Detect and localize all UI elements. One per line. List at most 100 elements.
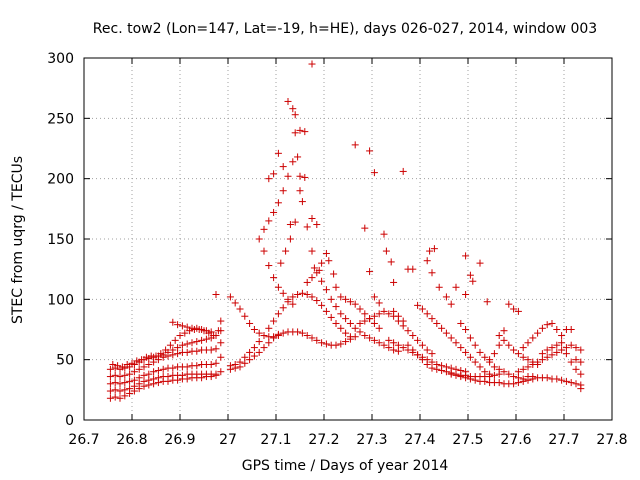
data-point <box>447 370 455 378</box>
data-point <box>279 187 287 195</box>
data-point <box>116 387 124 395</box>
data-point <box>548 319 556 327</box>
data-point <box>471 341 479 349</box>
data-point <box>471 376 479 384</box>
data-point <box>337 310 345 318</box>
data-point <box>133 357 141 365</box>
data-point <box>121 386 129 394</box>
data-point <box>183 323 191 331</box>
data-point <box>486 370 494 378</box>
data-point <box>538 356 546 364</box>
data-point <box>109 360 117 368</box>
data-point <box>481 377 489 385</box>
data-point <box>380 341 388 349</box>
data-point <box>157 350 165 358</box>
data-point <box>193 362 201 370</box>
data-point <box>442 293 450 301</box>
data-point <box>308 293 316 301</box>
x-axis-tick-labels: 26.7 26.8 26.9 27 27.1 27.2 27.3 27.4 27.5 27.6 27… <box>68 432 627 448</box>
data-point <box>361 317 369 325</box>
data-point <box>255 348 263 356</box>
data-point <box>577 346 585 354</box>
data-point <box>212 345 220 353</box>
y-tick-label: 100 <box>47 292 74 308</box>
data-point <box>246 319 254 327</box>
data-point <box>188 339 196 347</box>
data-point <box>346 298 354 306</box>
data-point <box>198 336 206 344</box>
data-point <box>260 332 268 340</box>
data-point <box>121 371 129 379</box>
data-point <box>135 365 143 373</box>
data-point <box>130 376 138 384</box>
data-point <box>318 259 326 267</box>
data-point <box>193 324 201 332</box>
data-point <box>361 332 369 340</box>
data-point <box>375 299 383 307</box>
data-point <box>284 97 292 105</box>
data-point <box>255 235 263 243</box>
data-point <box>394 341 402 349</box>
data-point <box>524 356 532 364</box>
data-point <box>390 312 398 320</box>
data-point <box>202 327 210 335</box>
data-point <box>483 298 491 306</box>
data-point <box>543 321 551 329</box>
data-point <box>447 300 455 308</box>
data-point <box>471 358 479 366</box>
data-point <box>452 339 460 347</box>
data-point <box>145 370 153 378</box>
data-point <box>346 333 354 341</box>
data-point <box>366 334 374 342</box>
data-point <box>514 379 522 387</box>
data-point <box>241 359 249 367</box>
data-point <box>447 334 455 342</box>
chart-title: Rec. tow2 (Lon=147, Lat=-19, h=HE), days… <box>93 21 597 37</box>
data-point <box>322 340 330 348</box>
data-point <box>123 360 131 368</box>
data-point <box>270 317 278 325</box>
data-point <box>558 339 566 347</box>
data-point <box>289 158 297 166</box>
data-point <box>198 326 206 333</box>
data-point <box>250 344 258 352</box>
data-point <box>572 344 580 352</box>
data-point <box>255 338 263 346</box>
data-point <box>394 317 402 325</box>
data-point <box>423 360 431 368</box>
data-point <box>301 173 309 181</box>
data-point <box>418 356 426 364</box>
data-point <box>121 379 129 387</box>
data-point <box>409 332 417 340</box>
data-point <box>279 329 287 337</box>
data-point <box>414 351 422 359</box>
data-point <box>514 307 522 315</box>
y-axis-tick-labels: 0 50 100 150 200 250 300 <box>47 51 74 429</box>
data-point <box>337 340 345 348</box>
data-point <box>217 368 225 376</box>
data-point <box>145 376 153 384</box>
data-point <box>152 352 160 360</box>
data-point <box>226 362 234 370</box>
data-point <box>193 347 201 355</box>
data-point <box>366 315 374 323</box>
data-point <box>426 247 434 255</box>
data-point <box>236 358 244 366</box>
data-point <box>310 264 318 272</box>
data-point <box>433 319 441 327</box>
data-point <box>279 163 287 171</box>
data-point <box>356 305 364 313</box>
data-point <box>558 376 566 384</box>
data-point <box>202 335 210 343</box>
data-point <box>106 380 114 388</box>
data-point <box>332 341 340 349</box>
data-point <box>452 371 460 379</box>
data-point <box>303 223 311 231</box>
data-point <box>538 350 546 358</box>
data-point <box>226 293 234 301</box>
data-point <box>260 225 268 233</box>
data-point <box>466 375 474 383</box>
y-tick-label: 50 <box>56 353 74 369</box>
data-point <box>289 105 297 113</box>
data-point <box>543 353 551 361</box>
